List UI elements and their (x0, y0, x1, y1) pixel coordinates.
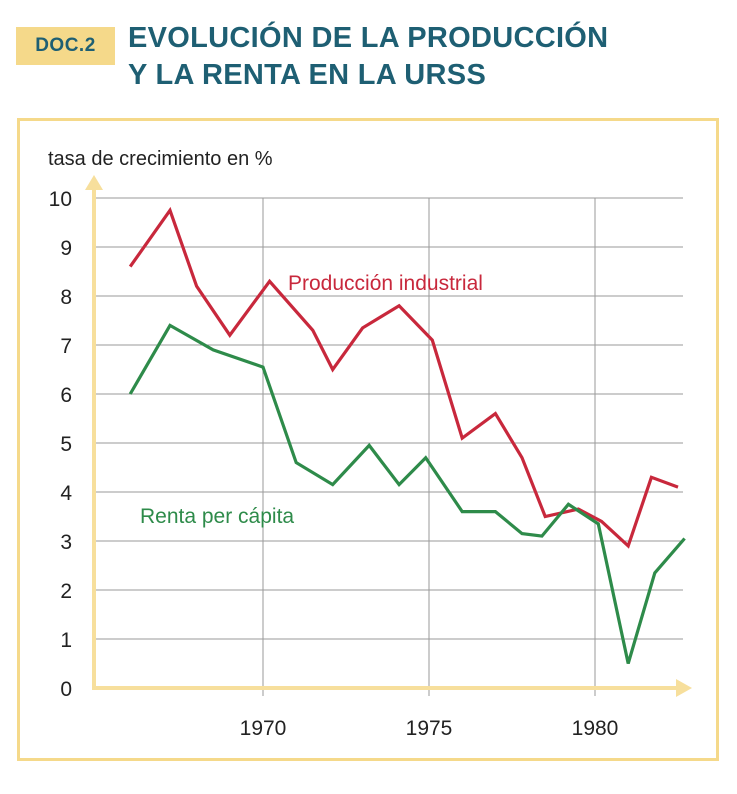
y-axis-arrow (85, 175, 103, 190)
y-tick-label: 3 (60, 531, 72, 554)
series-label-industrial: Producción industrial (288, 272, 483, 295)
chart-frame (17, 118, 719, 761)
y-tick-label: 1 (60, 629, 72, 652)
chart-title: EVOLUCIÓN DE LA PRODUCCIÓN Y LA RENTA EN… (128, 20, 608, 94)
y-tick-label: 0 (60, 678, 72, 701)
doc-badge: DOC.2 (16, 27, 115, 65)
y-tick-label: 8 (60, 286, 72, 309)
y-tick-label: 10 (49, 188, 72, 211)
title-line-2: Y LA RENTA EN LA URSS (128, 59, 487, 91)
x-tick-label: 1970 (240, 717, 287, 740)
y-tick-labels: 0 1 2 3 4 5 6 7 8 9 10 (49, 188, 73, 701)
y-tick-label: 4 (60, 482, 72, 505)
series-line-renta (128, 323, 686, 664)
title-line-1: EVOLUCIÓN DE LA PRODUCCIÓN (128, 22, 609, 54)
series-line-industrial (128, 206, 679, 549)
series-lines (128, 206, 686, 664)
y-tick-label: 6 (60, 384, 72, 407)
x-axis-arrow (676, 679, 692, 697)
y-axis-label: tasa de crecimiento en % (48, 148, 273, 170)
y-tick-label: 5 (60, 433, 72, 456)
x-tick-labels: 1970 1975 1980 (240, 717, 619, 740)
x-tick-label: 1975 (406, 717, 453, 740)
x-tick-label: 1980 (572, 717, 619, 740)
y-tick-label: 7 (60, 335, 72, 358)
series-label-renta: Renta per cápita (140, 505, 294, 528)
y-tick-label: 2 (60, 580, 72, 603)
y-tick-label: 9 (60, 237, 72, 260)
grid (94, 197, 683, 696)
axes (85, 175, 692, 697)
